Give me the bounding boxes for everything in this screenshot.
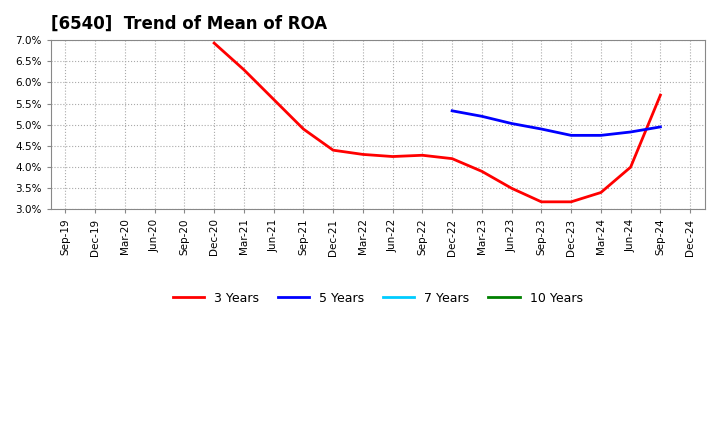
3 Years [537, 199, 546, 205]
5 Years [477, 114, 486, 119]
5 Years [537, 126, 546, 132]
5 Years [597, 133, 606, 138]
Line: 5 Years: 5 Years [452, 111, 660, 136]
3 Years [329, 147, 338, 153]
3 Years [597, 190, 606, 195]
3 Years [418, 153, 427, 158]
5 Years [448, 108, 456, 114]
3 Years [477, 169, 486, 174]
3 Years [240, 67, 248, 73]
3 Years [656, 92, 665, 98]
3 Years [508, 186, 516, 191]
5 Years [567, 133, 575, 138]
Legend: 3 Years, 5 Years, 7 Years, 10 Years: 3 Years, 5 Years, 7 Years, 10 Years [168, 287, 588, 310]
3 Years [567, 199, 575, 205]
5 Years [626, 129, 635, 135]
Line: 3 Years: 3 Years [214, 43, 660, 202]
3 Years [388, 154, 397, 159]
Text: [6540]  Trend of Mean of ROA: [6540] Trend of Mean of ROA [50, 15, 327, 33]
3 Years [359, 152, 367, 157]
3 Years [299, 126, 307, 132]
3 Years [210, 40, 218, 46]
3 Years [626, 165, 635, 170]
5 Years [656, 124, 665, 129]
3 Years [448, 156, 456, 161]
5 Years [508, 121, 516, 126]
3 Years [269, 97, 278, 102]
